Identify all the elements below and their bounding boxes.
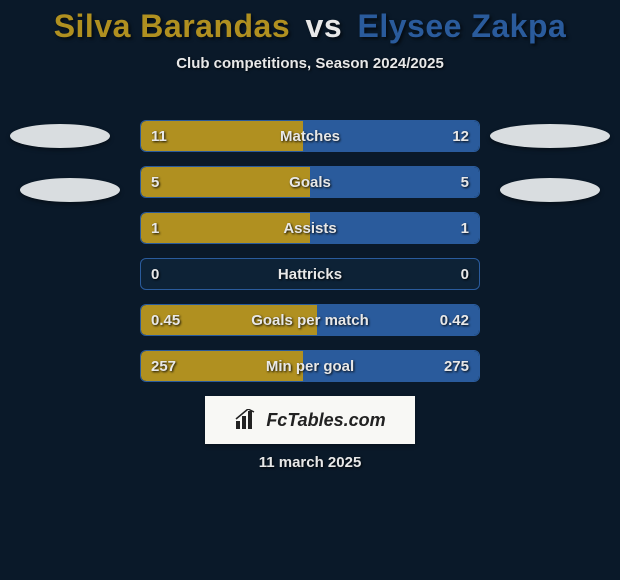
stat-label: Assists — [141, 213, 479, 243]
source-logo: FcTables.com — [205, 396, 415, 444]
date: 11 march 2025 — [0, 454, 620, 471]
stat-label: Goals — [141, 167, 479, 197]
player2-badge-placeholder-1 — [490, 124, 610, 148]
stat-row: 55Goals — [140, 166, 480, 198]
player1-badge-placeholder-1 — [10, 124, 110, 148]
stat-row: 11Assists — [140, 212, 480, 244]
logo-text: FcTables.com — [266, 410, 385, 431]
chart-icon — [234, 409, 260, 431]
stat-row: 0.450.42Goals per match — [140, 304, 480, 336]
stat-row: 00Hattricks — [140, 258, 480, 290]
stats-container: 1112Matches 55Goals 11Assists 00Hattricks 0.… — [140, 120, 480, 396]
stat-row: 257275Min per goal — [140, 350, 480, 382]
stat-label: Goals per match — [141, 305, 479, 335]
subtitle: Club competitions, Season 2024/2025 — [0, 55, 620, 72]
stat-label: Min per goal — [141, 351, 479, 381]
stat-label: Hattricks — [141, 259, 479, 289]
player2-badge-placeholder-2 — [500, 178, 600, 202]
player1-name: Silva Barandas — [54, 8, 290, 44]
stat-row: 1112Matches — [140, 120, 480, 152]
player1-badge-placeholder-2 — [20, 178, 120, 202]
comparison-title: Silva Barandas vs Elysee Zakpa — [0, 0, 620, 45]
player2-name: Elysee Zakpa — [358, 8, 567, 44]
vs-separator: vs — [306, 8, 343, 44]
stat-label: Matches — [141, 121, 479, 151]
